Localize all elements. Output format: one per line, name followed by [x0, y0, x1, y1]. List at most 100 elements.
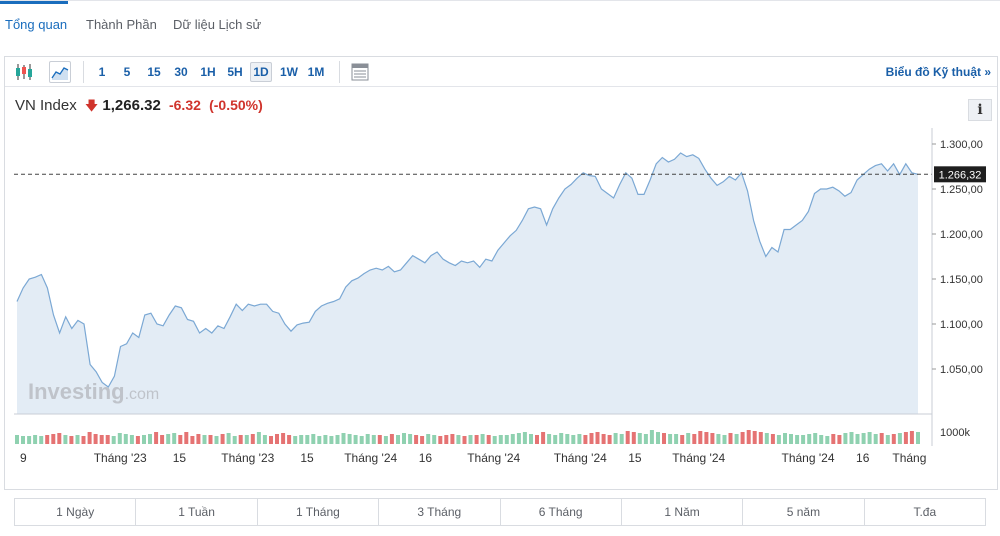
interval-1-button[interactable]: 1 — [98, 65, 106, 79]
range-1-day-button[interactable]: 1 Ngày — [15, 499, 137, 525]
volume-bar — [69, 436, 74, 444]
volume-bar — [867, 432, 872, 444]
price-area — [17, 153, 918, 414]
volume-bar — [480, 434, 485, 444]
y-tick-label: 1.050,00 — [940, 364, 983, 376]
volume-bar — [607, 435, 612, 444]
volume-bar — [232, 436, 237, 444]
y-axis-ticks: 1.050,00 1.100,00 1.150,00 1.200,00 1.250,00… — [932, 139, 983, 376]
volume-bar — [226, 433, 231, 444]
interval-15-button[interactable]: 15 — [147, 65, 161, 79]
interval-5h-button[interactable]: 5H — [227, 65, 243, 79]
toolbar-separator — [339, 61, 340, 83]
investing-watermark: Investing.com — [28, 379, 159, 404]
volume-bar — [758, 432, 763, 444]
y-tick-label: 1.150,00 — [940, 274, 983, 286]
volume-bar — [27, 436, 32, 444]
volume-bar — [196, 434, 201, 444]
range-3-month-button[interactable]: 3 Tháng — [379, 499, 501, 525]
volume-bar — [637, 433, 642, 444]
volume-bar — [359, 436, 364, 444]
volume-bar — [33, 435, 38, 444]
chart-widget: 1 5 15 30 1H 5H 1D 1W 1M Biểu đồ Kỹ thuậ… — [4, 56, 998, 490]
x-tick-label: Tháng '24 — [672, 451, 725, 465]
volume-bar — [293, 436, 298, 444]
volume-bar — [770, 434, 775, 444]
x-tick-label: Tháng '24 — [344, 451, 397, 465]
volume-bar — [269, 436, 273, 444]
range-max-button[interactable]: T.đa — [913, 505, 937, 519]
last-price-label-group: 1.266,32 — [934, 166, 986, 183]
volume-bar — [722, 435, 727, 444]
volume-bar — [202, 435, 207, 444]
volume-bar — [389, 434, 394, 444]
interval-30-button[interactable]: 30 — [174, 65, 188, 79]
y-tick-label: 1.250,00 — [940, 184, 983, 196]
volume-bar — [63, 435, 68, 444]
table-view-icon[interactable] — [349, 61, 371, 83]
volume-bar — [668, 434, 673, 444]
volume-bar — [323, 435, 328, 444]
volume-bar — [184, 432, 189, 444]
top-tabs: Tổng quan Thành Phần Dữ liệu Lịch sử — [0, 0, 1000, 44]
volume-bars — [15, 430, 920, 444]
volume-bar — [311, 434, 316, 444]
volume-bar — [172, 433, 177, 444]
tab-overview[interactable]: Tổng quan — [5, 17, 68, 32]
volume-bar — [861, 433, 866, 444]
volume-bar — [317, 436, 322, 444]
volume-bar — [329, 436, 334, 444]
volume-bar — [577, 434, 582, 444]
volume-bar — [698, 431, 703, 444]
tab-historical-data[interactable]: Dữ liệu Lịch sử — [173, 17, 262, 32]
volume-bar — [716, 434, 721, 444]
volume-bar — [486, 435, 491, 444]
interval-1m-button[interactable]: 1M — [307, 65, 325, 79]
volume-bar — [21, 436, 25, 444]
volume-bar — [402, 433, 406, 444]
volume-bar — [631, 432, 636, 444]
volume-bar — [432, 435, 437, 444]
last-price-label-bg — [934, 166, 986, 183]
volume-bar — [613, 433, 618, 444]
x-tick-label: Tháng '23 — [94, 451, 147, 465]
volume-bar — [39, 436, 44, 444]
volume-bar — [559, 433, 564, 444]
volume-bar — [837, 435, 842, 444]
volume-bar — [547, 434, 552, 444]
volume-bar — [166, 434, 171, 444]
range-1-month-button[interactable]: 1 Tháng — [258, 499, 380, 525]
interval-5-button[interactable]: 5 — [123, 65, 131, 79]
technical-chart-link[interactable]: Biểu đồ Kỹ thuật » — [885, 65, 991, 79]
interval-1d-button[interactable]: 1D — [250, 62, 272, 82]
volume-bar — [99, 435, 104, 444]
volume-bar — [275, 434, 279, 444]
volume-bar — [903, 432, 908, 444]
volume-bar — [450, 434, 455, 444]
volume-scale-label: 1000k — [940, 427, 970, 439]
range-1-week-button[interactable]: 1 Tuần — [136, 499, 258, 525]
interval-1w-button[interactable]: 1W — [280, 65, 298, 79]
range-5-year-button[interactable]: 5 năm — [743, 499, 865, 525]
volume-bar — [674, 434, 679, 444]
volume-bar — [649, 430, 654, 444]
range-6-month-button[interactable]: 6 Tháng — [501, 499, 622, 525]
candlestick-icon[interactable] — [13, 61, 35, 83]
volume-bar — [571, 435, 576, 444]
index-name: VN Index — [15, 97, 77, 114]
area-chart-icon[interactable] — [49, 61, 71, 83]
volume-bar — [244, 435, 249, 444]
price-line — [16, 152, 919, 388]
interval-1h-button[interactable]: 1H — [200, 65, 216, 79]
tab-components[interactable]: Thành Phần — [86, 17, 157, 32]
volume-bar — [123, 434, 128, 444]
range-1-year-button[interactable]: 1 Năm — [622, 499, 744, 525]
quote-header: VN Index 🡇 1,266.32 -6.32 (-0.50%) — [15, 97, 263, 119]
active-tab-underline — [0, 1, 68, 4]
info-button[interactable]: i — [968, 99, 992, 121]
volume-bar — [160, 435, 165, 444]
volume-bar — [371, 435, 376, 444]
x-tick-label: 15 — [628, 451, 642, 465]
volume-bar — [353, 435, 358, 444]
volume-bar — [704, 432, 709, 444]
